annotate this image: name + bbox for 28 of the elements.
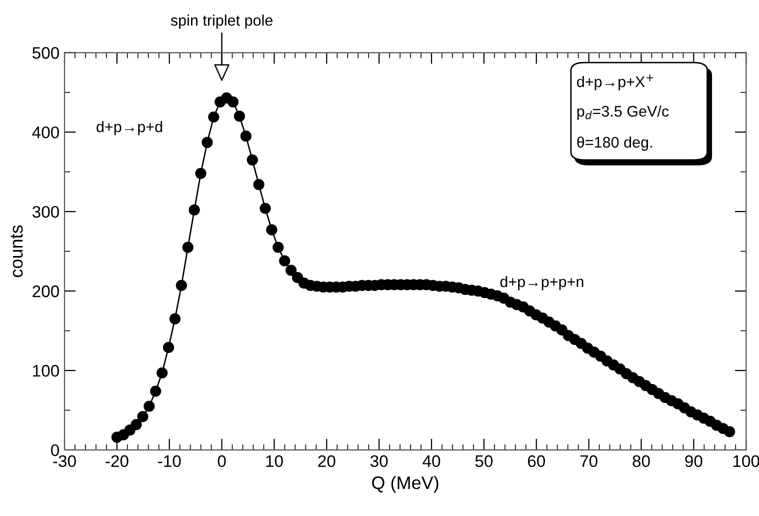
y-tick-label: 500: [32, 47, 60, 59]
text: spin triplet pole: [170, 14, 273, 29]
annotation: d+p→p+X$^{+}$: [577, 74, 654, 90]
annotation: θ=180 deg.: [577, 136, 652, 151]
y-axis-title: counts: [10, 225, 23, 278]
y-tick-label: 0: [51, 444, 60, 456]
x-tick-label: 80: [632, 455, 650, 468]
x-tick-label: -30: [53, 455, 76, 468]
x-tick-label: 70: [580, 455, 598, 468]
x-tick-label: -10: [158, 455, 181, 468]
annotation: p$_{d}$=3.5 GeV/c: [577, 105, 669, 120]
x-tick-label: -20: [106, 455, 128, 468]
x-tick-label: 40: [422, 455, 440, 468]
annotation: d+p→p+p+n: [500, 276, 584, 290]
x-tick-label: 0: [218, 455, 226, 468]
x-tick-label: 60: [528, 455, 545, 468]
x-tick-label: 100: [733, 455, 759, 468]
y-tick-label: 300: [32, 206, 60, 218]
annotation: d+p→p+d: [96, 121, 162, 136]
x-tick-label: 30: [370, 455, 388, 468]
x-tick-label: 20: [318, 455, 336, 468]
y-tick-label: 100: [33, 364, 60, 377]
y-tick-label: 400: [32, 126, 60, 138]
x-tick-label: 10: [266, 455, 283, 468]
y-tick-label: 200: [32, 285, 60, 298]
x-tick-label: 50: [475, 455, 493, 468]
x-tick-label: 90: [685, 455, 702, 468]
x-axis-title: Q (MeV): [372, 476, 438, 493]
